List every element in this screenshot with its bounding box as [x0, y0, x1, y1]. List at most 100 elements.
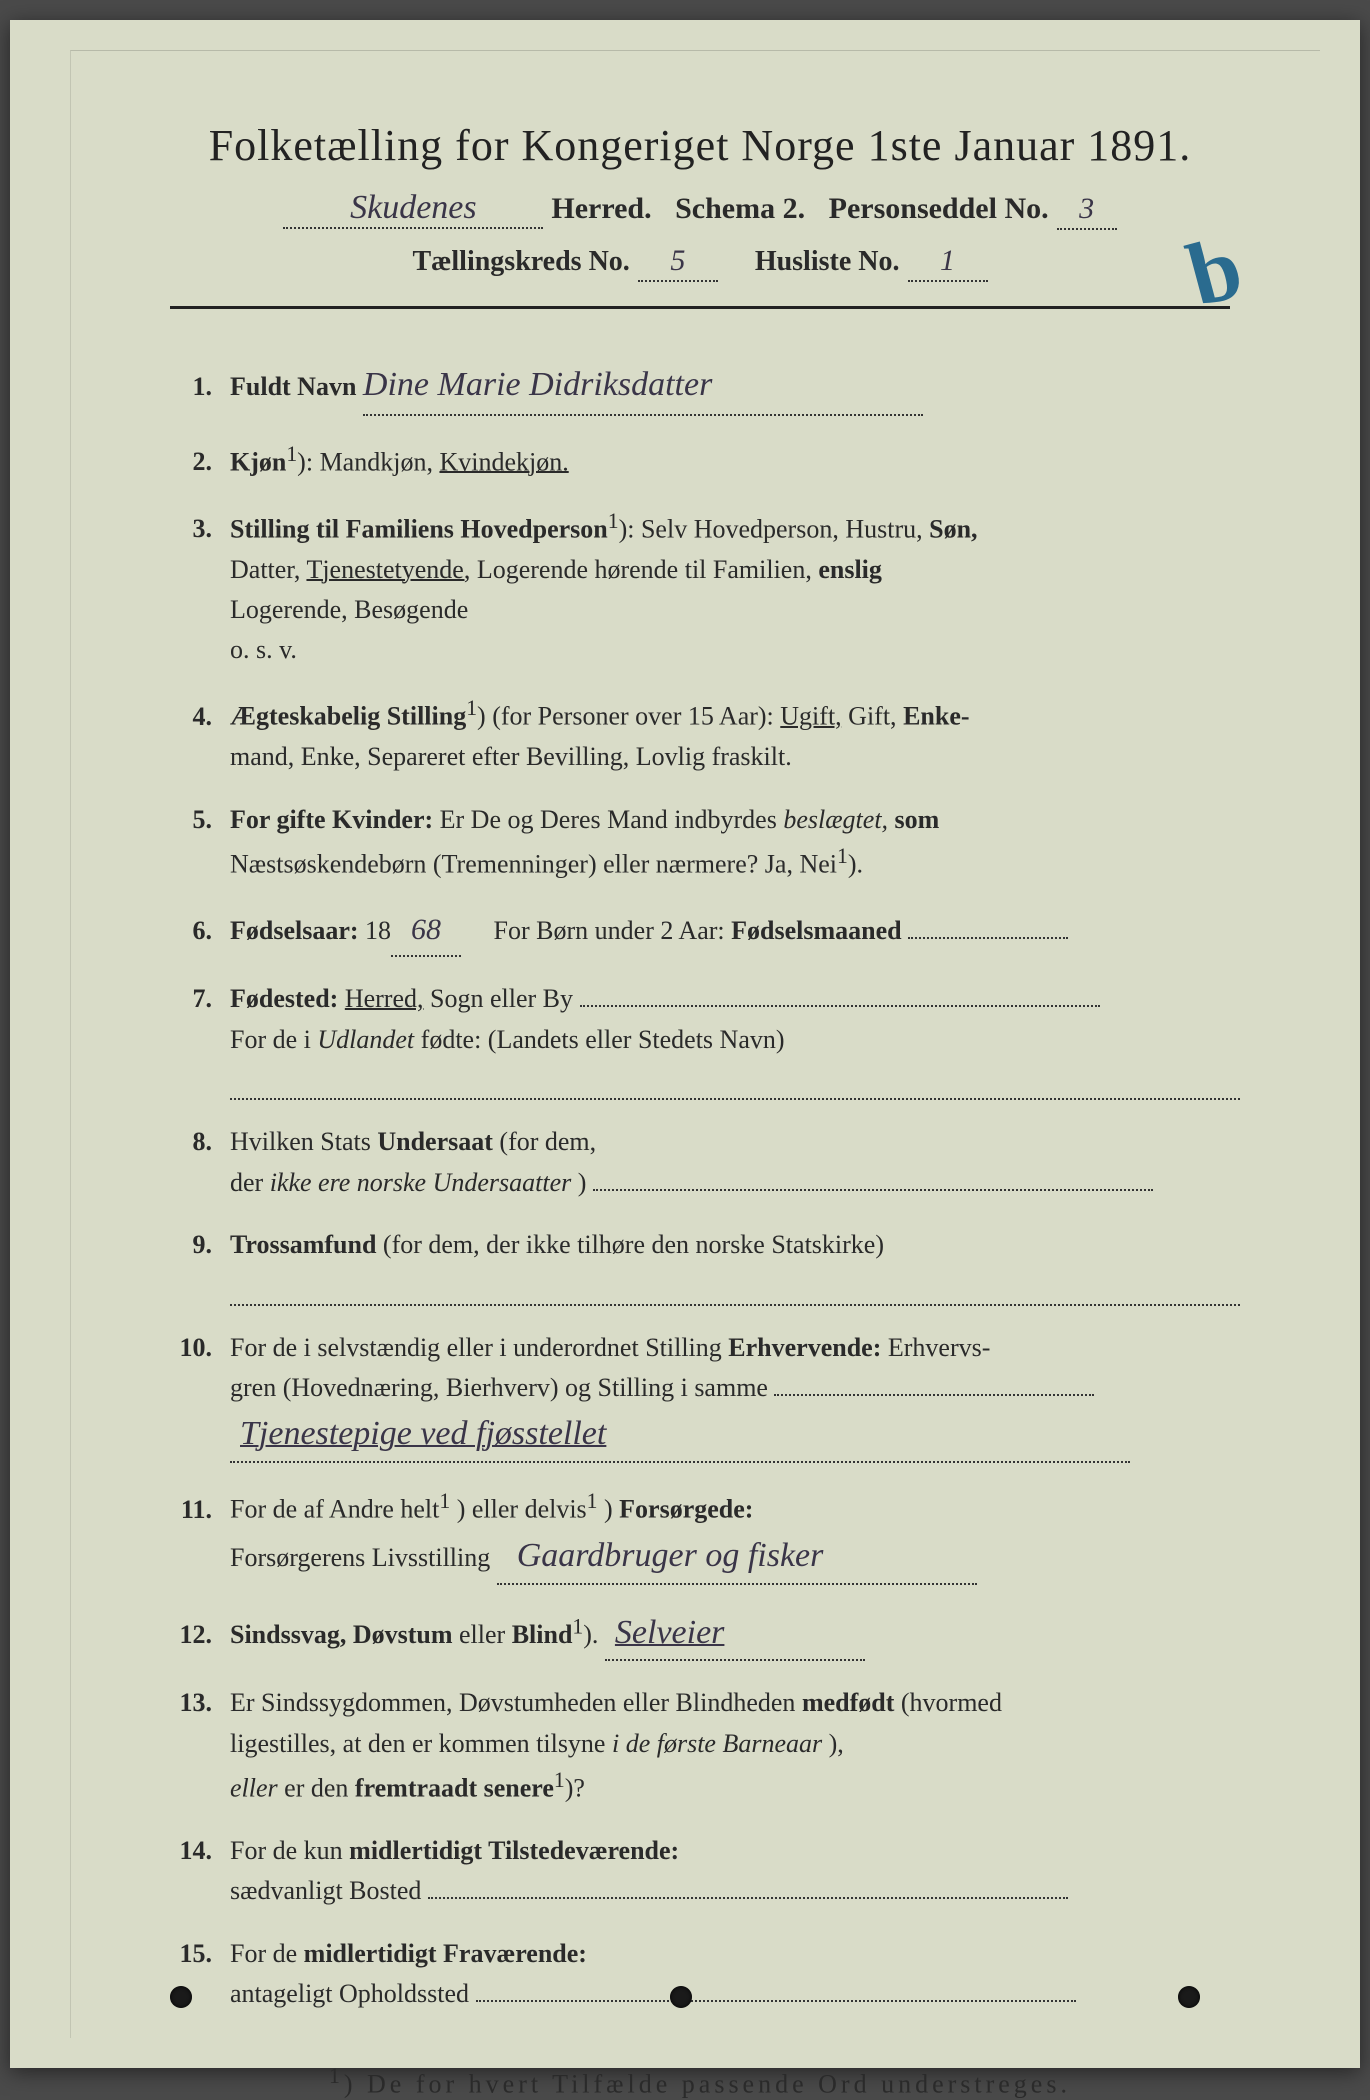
text: Hvilken Stats — [230, 1127, 377, 1156]
field-6: 6. Fødselsaar: 1868 For Børn under 2 Aar… — [170, 907, 1240, 958]
personseddel-label: Personseddel No. — [829, 192, 1049, 226]
footnote-ref: 1 — [608, 509, 619, 533]
label2: Blind — [512, 1620, 573, 1649]
text: ) — [604, 1495, 619, 1524]
opts: Datter, — [230, 555, 306, 584]
kreds-label: Tællingskreds No. — [412, 246, 629, 278]
footnote-ref: 1 — [466, 696, 477, 720]
footnote-ref: 1 — [439, 1489, 450, 1513]
field-1: 1. Fuldt Navn Dine Marie Didriksdatter — [170, 359, 1240, 416]
footnote-ref: 1 — [554, 1768, 565, 1792]
opts-bold: enslig — [818, 555, 882, 584]
opts: mand, Enke, Separeret efter Bevilling, L… — [230, 742, 792, 771]
footnote-ref: 1 — [286, 442, 297, 466]
field-label: Fuldt Navn — [230, 372, 356, 401]
field-num: 6. — [170, 911, 230, 951]
field-label: Sindssvag, Døvstum — [230, 1620, 453, 1649]
field-13: 13. Er Sindssygdommen, Døvstumheden elle… — [170, 1683, 1240, 1809]
marital-selected: Ugift, — [780, 702, 841, 731]
field-num: 9. — [170, 1225, 230, 1265]
field-label: Erhvervende: — [728, 1333, 881, 1362]
text: sædvanligt Bosted — [230, 1876, 421, 1905]
footnote-ref: 1 — [837, 844, 848, 868]
field-12: 12. Sindssvag, Døvstum eller Blind1). Se… — [170, 1607, 1240, 1662]
census-form-page: Folketælling for Kongeriget Norge 1ste J… — [10, 20, 1360, 2068]
opts: Logerende, Besøgende — [230, 595, 468, 624]
opts: o. s. v. — [230, 635, 297, 664]
field-label: Fødselsaar: — [230, 916, 359, 945]
field-label: Undersaat — [377, 1127, 493, 1156]
field-num: 10. — [170, 1328, 230, 1368]
footnote: 1) De for hvert Tilfælde passende Ord un… — [130, 2064, 1270, 2100]
ital: Udlandet — [317, 1025, 414, 1054]
husliste-label: Husliste No. — [755, 246, 900, 278]
text: fødte: (Landets eller Stedets Navn) — [421, 1025, 785, 1054]
whereabouts-blank — [476, 2000, 1076, 2002]
occupation-blank1 — [774, 1394, 1094, 1396]
footnote-ref: 1 — [572, 1614, 583, 1638]
field-14: 14. For de kun midlertidigt Tilstedevære… — [170, 1831, 1240, 1912]
header-rule — [170, 306, 1230, 309]
footnote-text: ) De for hvert Tilfælde passende Ord und… — [344, 2070, 1071, 2099]
provider-occupation-value: Gaardbruger og fisker — [497, 1530, 977, 1585]
field-11: 11. For de af Andre helt1 ) eller delvis… — [170, 1485, 1240, 1585]
field-4: 4. Ægteskabelig Stilling1) (for Personer… — [170, 692, 1240, 777]
sex-male: Mandkjøn, — [320, 447, 433, 476]
text: ligestilles, at den er kommen tilsyne — [230, 1729, 612, 1758]
footnote-ref: 1 — [587, 1489, 598, 1513]
paren: (for Personer over 15 Aar): — [492, 702, 774, 731]
text: eller — [459, 1620, 512, 1649]
text: ) — [578, 1168, 587, 1197]
form-header: Folketælling for Kongeriget Norge 1ste J… — [130, 120, 1270, 309]
footnote-num: 1 — [329, 2064, 344, 2088]
text: ). — [848, 850, 863, 879]
punch-hole — [170, 1986, 192, 2008]
relation-selected: Tjenestetyende, — [306, 555, 470, 584]
full-name-value: Dine Marie Didriksdatter — [363, 359, 923, 416]
birthplace-blank — [580, 1005, 1100, 1007]
text: Forsørgerens Livsstilling — [230, 1543, 490, 1572]
field-8: 8. Hvilken Stats Undersaat (for dem, der… — [170, 1122, 1240, 1203]
text-bold: som — [895, 805, 940, 834]
text: For de — [230, 1939, 304, 1968]
field-num: 15. — [170, 1934, 230, 1974]
text: For de af Andre helt — [230, 1495, 439, 1524]
field-num: 12. — [170, 1615, 230, 1655]
text: Er De og Deres Mand indbyrdes — [440, 805, 784, 834]
sex-female-selected: Kvindekjøn. — [439, 447, 568, 476]
field-label: Kjøn — [230, 447, 286, 476]
field-num: 14. — [170, 1831, 230, 1871]
field-num: 11. — [170, 1490, 230, 1530]
ital: beslægtet, — [783, 805, 888, 834]
field-num: 1. — [170, 367, 230, 407]
field-label: Ægteskabelig Stilling — [230, 702, 466, 731]
field-5: 5. For gifte Kvinder: Er De og Deres Man… — [170, 800, 1240, 885]
field-num: 4. — [170, 697, 230, 737]
field-label: Fødested: — [230, 984, 338, 1013]
husliste-no: 1 — [908, 244, 988, 282]
text: For de i — [230, 1025, 317, 1054]
punch-hole — [670, 1986, 692, 2008]
text: (for dem, der ikke tilhøre den norske St… — [383, 1230, 884, 1259]
field-label: midlertidigt Tilstedeværende: — [349, 1836, 679, 1865]
opts: Selv Hovedperson, Hustru, — [641, 514, 929, 543]
field-label: midlertidigt Fraværende: — [304, 1939, 587, 1968]
field-3: 3. Stilling til Familiens Hovedperson1):… — [170, 505, 1240, 671]
field-label: Forsørgede: — [619, 1495, 753, 1524]
opts-bold: Enke- — [903, 702, 969, 731]
field-7: 7. Fødested: Herred, Sogn eller By For d… — [170, 979, 1240, 1100]
text: der — [230, 1168, 270, 1197]
birth-year-value: 68 — [391, 907, 461, 958]
text: ), — [829, 1729, 844, 1758]
text: Erhvervs- — [888, 1333, 991, 1362]
field-10: 10. For de i selvstændig eller i underor… — [170, 1328, 1240, 1463]
text: )? — [565, 1774, 585, 1803]
birth-month-blank — [908, 937, 1068, 939]
field-num: 5. — [170, 800, 230, 840]
personseddel-no: 3 — [1057, 192, 1117, 230]
text: Sogn eller By — [430, 984, 573, 1013]
ital: i de første Barneaar — [612, 1729, 822, 1758]
text: Er Sindssygdommen, Døvstumheden eller Bl… — [230, 1688, 802, 1717]
schema-label: Schema 2. — [675, 192, 805, 226]
label2: Fødselsmaaned — [731, 916, 901, 945]
